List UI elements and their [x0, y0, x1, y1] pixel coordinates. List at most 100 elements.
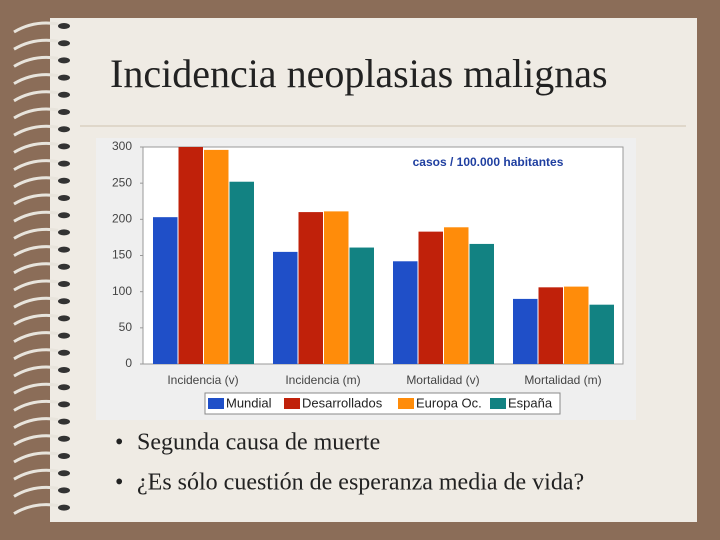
spiral-hole	[58, 470, 70, 477]
spiral-hole	[58, 126, 70, 133]
spiral-ring	[13, 159, 59, 171]
spiral-ring	[13, 193, 59, 206]
spiral-hole	[58, 212, 70, 219]
legend-label: Mundial	[226, 395, 272, 410]
spiral-ring	[13, 73, 59, 85]
spiral-hole	[58, 143, 70, 150]
spiral-ring	[13, 176, 59, 189]
spiral-ring	[13, 417, 59, 429]
x-tick-label: Incidencia (m)	[285, 373, 360, 387]
spiral-hole	[58, 74, 70, 81]
spiral-ring	[13, 451, 59, 464]
spiral-hole	[58, 315, 70, 322]
bar	[418, 231, 443, 364]
legend-swatch	[284, 398, 300, 409]
spiral-ring	[13, 210, 59, 223]
spiral-ring	[13, 313, 59, 326]
legend-label: España	[508, 395, 553, 410]
spiral-ring	[13, 296, 59, 309]
bar	[513, 298, 538, 364]
bar	[178, 147, 203, 364]
spiral-hole	[58, 109, 70, 115]
x-tick-label: Incidencia (v)	[167, 373, 238, 387]
bar	[204, 149, 229, 364]
spiral-ring	[13, 124, 59, 137]
spiral-ring	[13, 468, 59, 481]
bar	[349, 247, 374, 364]
spiral-hole	[58, 453, 70, 459]
bar	[469, 243, 494, 364]
spiral-ring	[13, 399, 59, 412]
spiral-ring	[13, 245, 59, 257]
bar	[538, 287, 563, 364]
spiral-hole	[58, 229, 70, 236]
spiral-ring	[13, 485, 59, 498]
spiral-ring	[13, 21, 59, 34]
bullet: Segunda causa de muerte	[137, 430, 380, 456]
bar	[153, 217, 178, 364]
bullet: ¿Es sólo cuestión de esperanza media de …	[137, 470, 584, 496]
spiral-hole	[58, 246, 70, 253]
spiral-hole	[58, 160, 70, 167]
spiral-ring	[13, 503, 59, 515]
spiral-hole	[58, 504, 70, 511]
spiral-ring	[13, 434, 59, 447]
binding	[13, 21, 70, 515]
bullet-marker: •	[115, 430, 123, 456]
spiral-hole	[58, 298, 70, 305]
annotation: casos / 100.000 habitantes	[413, 155, 564, 169]
bar	[589, 304, 614, 364]
bar	[273, 251, 298, 364]
bar	[324, 211, 349, 364]
y-tick-label: 150	[112, 248, 132, 262]
bar	[564, 286, 589, 364]
spiral-ring	[13, 107, 59, 120]
spiral-ring	[13, 365, 59, 378]
spiral-ring	[13, 279, 59, 292]
spiral-hole	[58, 487, 70, 494]
spiral-ring	[13, 348, 59, 361]
spiral-hole	[58, 195, 70, 201]
spiral-hole	[58, 349, 70, 356]
spiral-hole	[58, 177, 70, 184]
legend-swatch	[398, 398, 414, 409]
legend-swatch	[490, 398, 506, 409]
legend-label: Desarrollados	[302, 395, 383, 410]
spiral-ring	[13, 227, 59, 240]
y-tick-label: 100	[112, 284, 132, 298]
spiral-hole	[58, 23, 70, 29]
spiral-ring	[13, 331, 59, 343]
bar	[444, 227, 469, 364]
spiral-hole	[58, 332, 70, 339]
spiral-hole	[58, 367, 70, 373]
spiral-hole	[58, 263, 70, 270]
bar	[298, 212, 323, 364]
slide-title: Incidencia neoplasias malignas	[110, 51, 608, 96]
spiral-hole	[58, 57, 70, 64]
spiral-ring	[13, 55, 59, 68]
x-tick-label: Mortalidad (v)	[406, 373, 479, 387]
spiral-hole	[58, 435, 70, 442]
bar	[393, 261, 418, 364]
spiral-ring	[13, 90, 59, 103]
y-tick-label: 0	[125, 356, 132, 370]
x-tick-label: Mortalidad (m)	[524, 373, 601, 387]
y-tick-label: 300	[112, 139, 132, 153]
spiral-ring	[13, 38, 59, 51]
spiral-hole	[58, 418, 70, 425]
spiral-hole	[58, 281, 70, 287]
spiral-hole	[58, 384, 70, 391]
legend-label: Europa Oc.	[416, 395, 482, 410]
y-tick-label: 50	[119, 320, 133, 334]
spiral-hole	[58, 401, 70, 408]
spiral-hole	[58, 91, 70, 98]
spiral-ring	[13, 382, 59, 395]
y-tick-label: 250	[112, 175, 132, 189]
spiral-hole	[58, 40, 70, 47]
spiral-ring	[13, 141, 59, 154]
legend-swatch	[208, 398, 224, 409]
bar	[229, 181, 254, 364]
spiral-ring	[13, 262, 59, 275]
y-tick-label: 200	[112, 212, 132, 226]
